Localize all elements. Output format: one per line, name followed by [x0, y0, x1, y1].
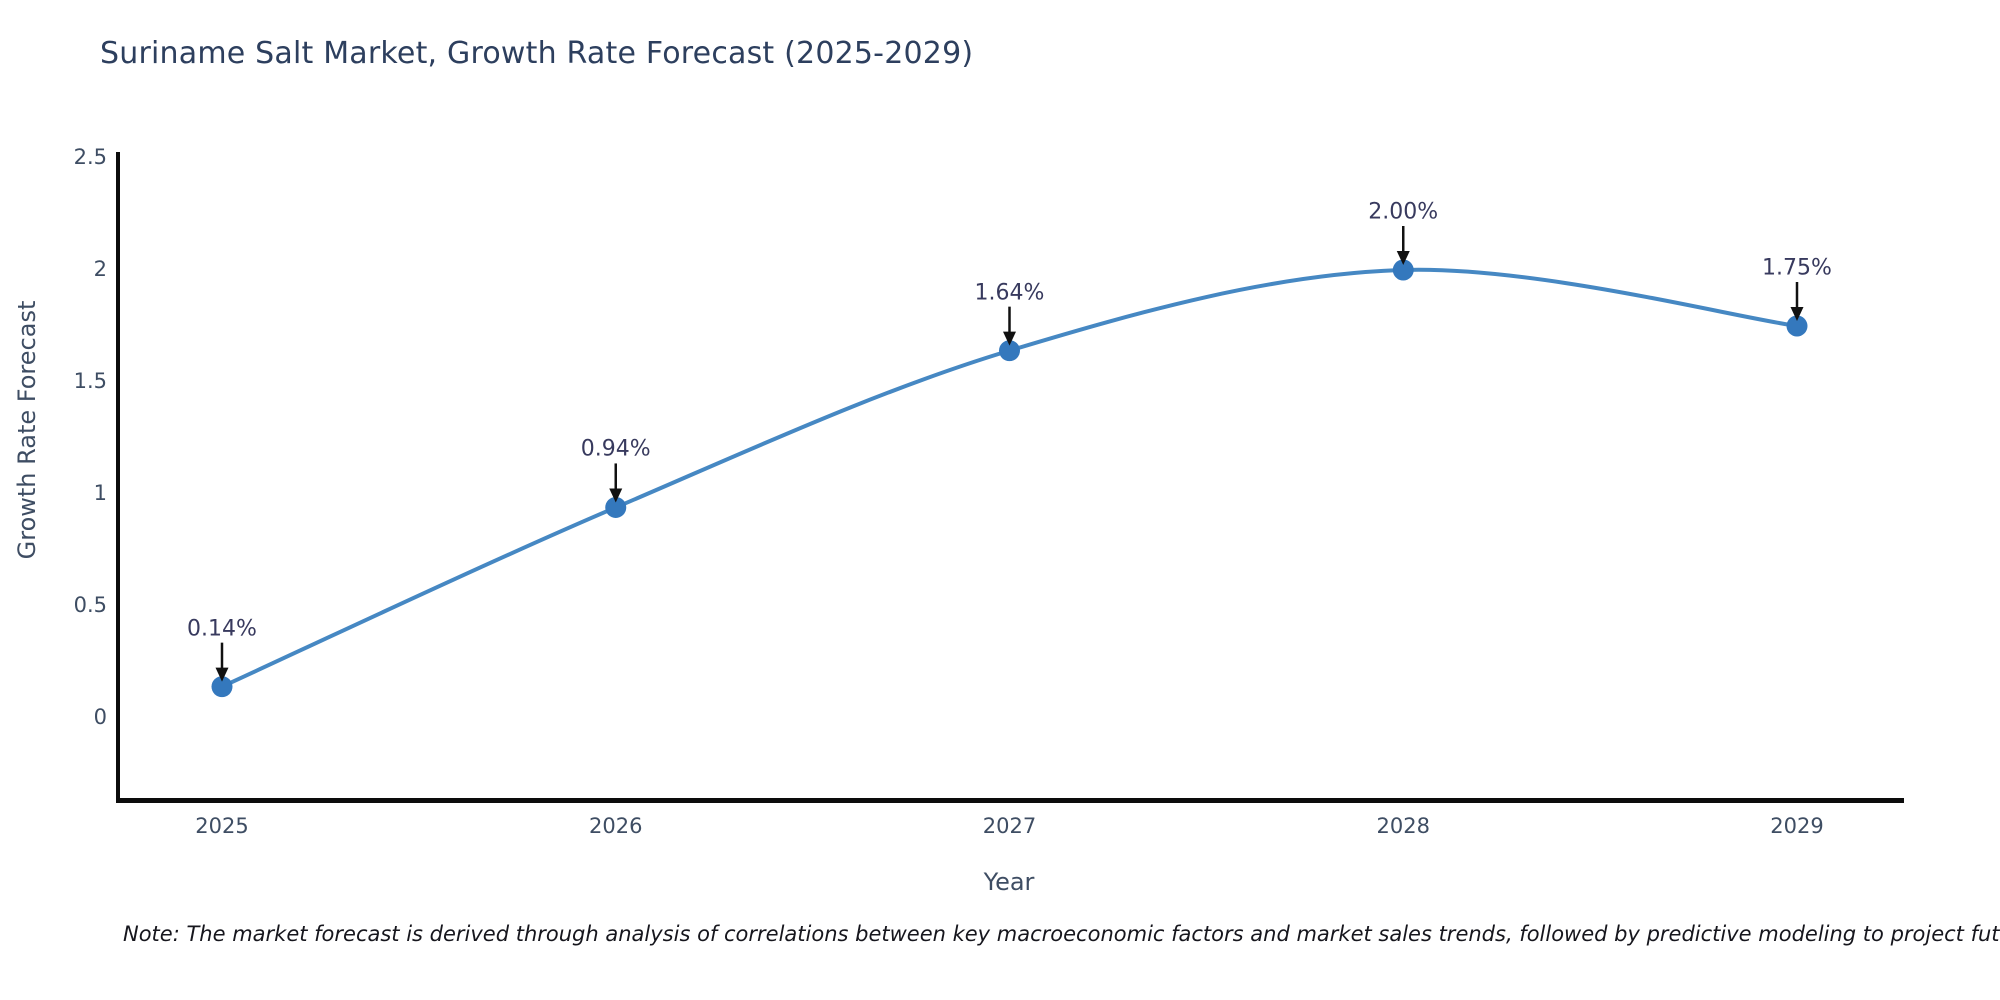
data-point-marker [999, 340, 1020, 362]
data-point-marker [605, 496, 627, 518]
point-value-label: 1.64% [974, 280, 1045, 306]
x-axis-spine [116, 798, 1904, 803]
y-tick-label: 0.5 [73, 593, 107, 617]
data-point-marker [1786, 315, 1808, 337]
x-tick-label: 2029 [1770, 814, 1824, 838]
annotation-arrow-head [215, 667, 229, 682]
y-tick-label: 2 [93, 257, 107, 281]
data-point-marker [1392, 259, 1414, 281]
point-value-label: 0.14% [187, 616, 257, 642]
x-tick-label: 2026 [589, 814, 643, 838]
y-tick-label: 1.5 [73, 369, 107, 393]
point-value-label: 2.00% [1368, 199, 1439, 225]
x-tick-label: 2025 [195, 814, 249, 838]
y-tick-label: 0 [93, 705, 107, 729]
y-tick-label: 2.5 [73, 145, 107, 169]
annotation-arrow-head [1790, 307, 1804, 321]
data-point-marker [211, 676, 233, 698]
x-tick-label: 2027 [982, 814, 1037, 838]
y-tick-label: 1 [93, 481, 107, 505]
x-tick-label: 2028 [1376, 814, 1430, 838]
annotation-arrow-head [609, 488, 623, 503]
annotation-arrow-head [1003, 331, 1016, 346]
point-value-label: 1.75% [1762, 255, 1832, 281]
chart-title: Suriname Salt Market, Growth Rate Foreca… [100, 36, 974, 71]
annotation-arrow-head [1396, 251, 1410, 265]
y-axis-spine [116, 152, 120, 803]
point-value-label: 0.94% [580, 436, 651, 462]
footnote: Note: The market forecast is derived thr… [123, 922, 2000, 946]
x-axis-title: Year [983, 868, 1035, 896]
y-axis-title: Growth Rate Forecast [13, 300, 41, 560]
